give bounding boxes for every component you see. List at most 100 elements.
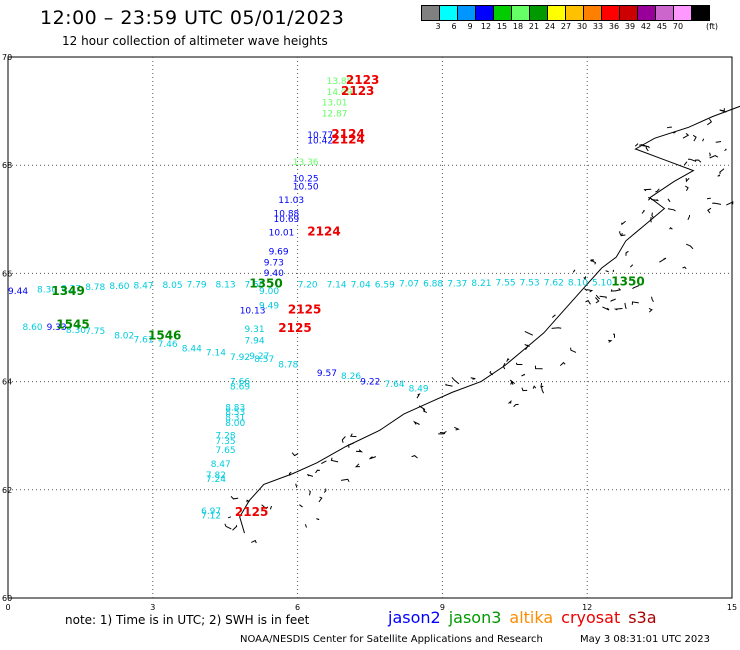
coast-fragment xyxy=(416,393,421,399)
color-scale-unit: (ft) xyxy=(706,22,719,31)
wave-height-reading: 8.44 xyxy=(182,344,202,354)
coast-fragment xyxy=(445,383,453,387)
coast-fragment xyxy=(251,539,257,544)
scale-label: 3 xyxy=(435,22,441,31)
coast-fragment xyxy=(712,202,722,205)
coast-fragment xyxy=(631,301,639,305)
coast-fragment xyxy=(551,314,556,318)
coast-fragment xyxy=(702,138,705,142)
wave-height-reading: 10.01 xyxy=(269,229,295,239)
coast-fragment xyxy=(315,469,320,474)
wave-height-reading: 7.14 xyxy=(206,349,226,359)
scale-label: 70 xyxy=(672,22,684,31)
map-frame xyxy=(7,56,733,599)
coastline xyxy=(239,105,740,534)
coast-fragment xyxy=(643,188,652,192)
y-tick-label: 70 xyxy=(2,53,12,62)
coast-fragment xyxy=(613,333,615,338)
wave-height-reading: 7.64 xyxy=(385,380,405,390)
scale-label: 12 xyxy=(480,22,492,31)
coast-fragment xyxy=(632,285,640,290)
y-tick-label: 60 xyxy=(2,594,12,603)
wave-height-reading: 8.02 xyxy=(114,331,134,341)
pass-label: 2123 xyxy=(346,73,379,87)
wave-height-reading: 7.04 xyxy=(351,281,371,291)
coast-fragment xyxy=(524,344,530,347)
coast-fragment xyxy=(532,385,537,389)
pass-label: 2124 xyxy=(331,133,364,147)
wave-height-reading: 7.55 xyxy=(496,278,516,288)
wave-height-reading: 10.42 xyxy=(307,137,333,147)
coast-fragment xyxy=(685,177,690,183)
pass-label: 1545 xyxy=(56,318,89,332)
pass-label: 2125 xyxy=(278,321,311,335)
coast-fragment xyxy=(508,399,512,404)
coast-fragment xyxy=(369,456,377,460)
pass-label: 1546 xyxy=(148,328,181,342)
wave-height-reading: 7.53 xyxy=(520,278,540,288)
page-title: 12:00 – 23:59 UTC 05/01/2023 xyxy=(40,7,345,29)
wave-height-reading: 9.69 xyxy=(269,248,289,258)
wave-height-reading: 7.28 xyxy=(216,431,236,441)
scale-label: 30 xyxy=(576,22,588,31)
wave-height-reading: 7.20 xyxy=(298,281,318,291)
coast-fragment xyxy=(634,143,639,147)
y-tick-label: 66 xyxy=(2,269,12,278)
wave-height-reading: 8.26 xyxy=(341,372,361,382)
wave-height-reading: 8.05 xyxy=(163,281,183,291)
coast-fragment xyxy=(651,212,654,218)
wave-height-reading: 10.13 xyxy=(240,306,266,316)
coast-fragment xyxy=(341,478,350,483)
coast-fragment xyxy=(651,199,660,202)
footer-note: note: 1) Time is in UTC; 2) SWH is in fe… xyxy=(65,613,310,627)
coast-fragment xyxy=(673,131,676,134)
pass-label: 2125 xyxy=(288,302,321,316)
satellite-s3a: s3a xyxy=(628,608,657,627)
coast-fragment xyxy=(723,148,727,152)
scale-label: 21 xyxy=(528,22,540,31)
wave-height-reading: 10.77 xyxy=(307,131,333,141)
scale-swatch xyxy=(691,5,710,21)
coast-fragment xyxy=(224,523,232,530)
coast-fragment xyxy=(515,362,523,365)
coast-fragment xyxy=(316,518,320,521)
coast-fragment xyxy=(624,302,627,309)
credit-line: NOAA/NESDIS Center for Satellite Applica… xyxy=(240,634,543,645)
page-subtitle: 12 hour collection of altimeter wave hei… xyxy=(62,34,328,48)
coast-fragment xyxy=(620,233,626,237)
coast-fragment xyxy=(308,490,311,496)
coast-fragment xyxy=(641,210,645,214)
coast-fragment xyxy=(613,308,623,311)
wave-height-reading: 8.30 xyxy=(66,326,86,336)
coast-fragment xyxy=(269,505,272,510)
wave-height-reading: 8.00 xyxy=(225,419,245,429)
satellite-legend: jason2 jason3 altika cryosat s3a xyxy=(388,608,665,627)
coast-fragment xyxy=(647,196,651,201)
coast-fragment xyxy=(521,387,528,392)
coast-fragment xyxy=(590,259,597,265)
wave-height-reading: 7.82 xyxy=(206,471,226,481)
coast-fragment xyxy=(719,109,727,113)
wave-height-reading: 7.62 xyxy=(544,278,564,288)
wave-height-reading: 6.88 xyxy=(423,279,443,289)
wave-height-reading: 5.10 xyxy=(592,278,612,288)
wave-height-reading: 7.35 xyxy=(216,437,236,447)
coast-fragment xyxy=(521,373,526,377)
x-tick-label: 6 xyxy=(295,603,300,612)
wave-height-reading: 6.97 xyxy=(201,507,221,517)
coast-fragment xyxy=(551,327,562,329)
wave-height-reading: 10.88 xyxy=(274,210,300,220)
coast-fragment xyxy=(692,134,697,142)
scale-label: 36 xyxy=(608,22,620,31)
pass-label: 1349 xyxy=(51,284,84,298)
coast-fragment xyxy=(451,376,460,385)
wave-height-reading: 10.25 xyxy=(293,174,319,184)
coast-fragment xyxy=(707,207,712,214)
coast-fragment xyxy=(685,185,689,191)
coast-fragment xyxy=(412,420,420,425)
pass-label: 2124 xyxy=(307,225,340,239)
coast-fragment xyxy=(295,483,298,488)
wave-height-reading: 7.66 xyxy=(230,377,250,387)
wave-height-reading: 10.50 xyxy=(293,183,319,193)
